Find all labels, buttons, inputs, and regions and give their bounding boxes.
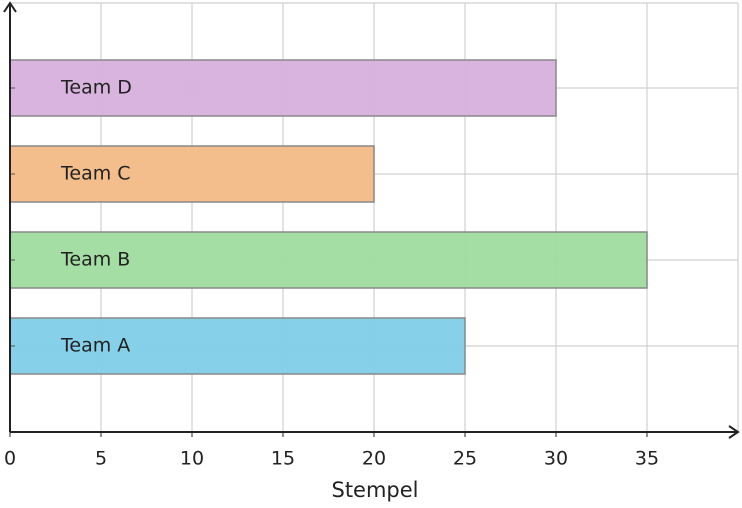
bar — [9, 317, 466, 375]
x-tick-label: 25 — [453, 448, 477, 470]
x-tick-label: 15 — [271, 448, 295, 470]
x-axis-label: Stempel — [331, 478, 418, 502]
x-tick-label: 10 — [180, 448, 204, 470]
category-label: Team D — [60, 77, 132, 99]
category-label: Team B — [60, 249, 130, 271]
y-axis-arrow — [3, 1, 17, 13]
x-tick-label: 35 — [635, 448, 659, 470]
category-label: Team A — [60, 335, 130, 357]
x-tick-label: 20 — [362, 448, 386, 470]
bar — [9, 59, 557, 117]
x-tick-label: 30 — [544, 448, 568, 470]
x-tick-label: 0 — [4, 448, 16, 470]
x-tick-label: 5 — [95, 448, 107, 470]
bar — [9, 231, 648, 289]
category-label: Team C — [60, 163, 131, 185]
x-axis-arrow — [728, 425, 740, 439]
